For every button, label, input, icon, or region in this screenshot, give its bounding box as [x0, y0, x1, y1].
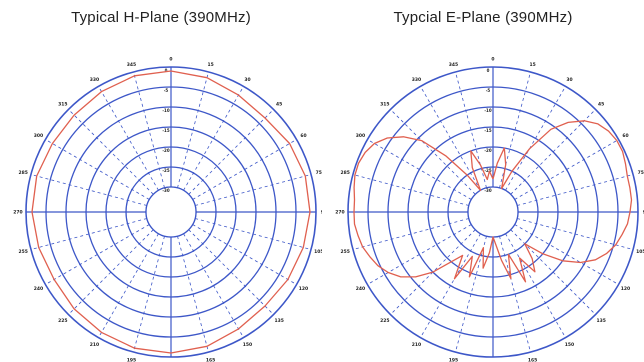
angle-tick-label: 120 — [299, 286, 308, 292]
radial-tick-label: -20 — [162, 148, 169, 153]
radial-tick-label: -20 — [484, 148, 491, 153]
angle-tick-label: 150 — [243, 342, 252, 348]
angle-tick-label: 75 — [638, 170, 644, 176]
angle-tick-label: 300 — [356, 133, 365, 139]
angle-tick-label: 255 — [19, 249, 28, 255]
angle-tick-label: 195 — [127, 357, 136, 362]
angle-tick-label: 135 — [274, 318, 283, 324]
radial-tick-label: -10 — [162, 108, 169, 113]
angle-tick-label: 45 — [276, 101, 282, 107]
radial-tick-label: -25 — [484, 168, 491, 173]
angle-tick-label: 105 — [636, 249, 644, 255]
radial-tick-label: -30 — [484, 188, 491, 193]
radial-tick-label: -15 — [484, 128, 491, 133]
ring-circle — [85, 126, 257, 298]
radial-tick-label: -5 — [486, 88, 491, 93]
angle-tick-label: 270 — [13, 210, 22, 216]
h-plane-polar-chart: 0 -5 -10 -15 -20 -25 -30 0 15 30 45 60 75 90 105 120 135… — [13, 57, 322, 362]
radial-tick-label: -5 — [164, 88, 169, 93]
angle-tick-label: 315 — [58, 101, 67, 107]
angle-tick-label: 315 — [380, 101, 389, 107]
radial-tick-label: 0 — [165, 68, 168, 73]
radial-tick-label: -10 — [484, 108, 491, 113]
angle-tick-label: 75 — [316, 170, 322, 176]
pattern-series-line — [353, 120, 633, 283]
angle-tick-label: 150 — [565, 342, 574, 348]
angle-tick-label: 165 — [528, 357, 537, 362]
angle-tick-label: 0 — [491, 57, 494, 63]
angle-tick-label: 60 — [300, 133, 306, 139]
angle-tick-label: 15 — [529, 62, 535, 68]
angle-tick-label: 30 — [244, 77, 250, 83]
angle-tick-label: 210 — [412, 342, 421, 348]
angle-tick-label: 195 — [449, 357, 458, 362]
inner-ring-circle — [467, 186, 519, 238]
angle-tick-label: 345 — [449, 62, 458, 68]
h-plane-panel: Typical H-Plane (390MHz) 0 -5 -10 -15 -20 -25… — [13, 9, 322, 362]
angle-tick-label: 90 — [643, 210, 644, 216]
radial-tick-label: -30 — [162, 188, 169, 193]
ring-circle — [447, 166, 539, 258]
angle-tick-label: 90 — [321, 210, 322, 216]
radial-tick-label: -25 — [162, 168, 169, 173]
angle-tick-label: 135 — [596, 318, 605, 324]
pattern-series-line — [31, 70, 311, 354]
angle-tick-label: 60 — [622, 133, 628, 139]
radial-tick-label: 0 — [487, 68, 490, 73]
ring-circle — [407, 126, 579, 298]
e-plane-title: Typcial E-Plane (390MHz) — [393, 9, 573, 26]
angle-tick-label: 105 — [314, 249, 322, 255]
angle-tick-label: 285 — [341, 170, 350, 176]
inner-ring-circle — [145, 186, 197, 238]
ring-circle — [65, 106, 277, 318]
ring-circle — [387, 106, 599, 318]
angle-tick-label: 45 — [598, 101, 604, 107]
angle-tick-label: 165 — [206, 357, 215, 362]
angle-tick-label: 285 — [19, 170, 28, 176]
angle-tick-label: 15 — [207, 62, 213, 68]
radial-tick-label: -15 — [162, 128, 169, 133]
angle-tick-label: 0 — [169, 57, 172, 63]
angle-tick-label: 255 — [341, 249, 350, 255]
ring-circle — [367, 86, 619, 338]
angle-tick-label: 30 — [566, 77, 572, 83]
angle-tick-label: 225 — [380, 318, 389, 324]
angle-tick-label: 240 — [356, 286, 365, 292]
angle-tick-label: 330 — [90, 77, 99, 83]
angle-tick-label: 240 — [34, 286, 43, 292]
ring-circle — [25, 66, 317, 358]
angle-tick-label: 270 — [335, 210, 344, 216]
ring-circle — [347, 66, 639, 358]
h-plane-title: Typical H-Plane (390MHz) — [71, 9, 251, 26]
angle-tick-label: 120 — [621, 286, 630, 292]
ring-circle — [125, 166, 217, 258]
ring-circle — [45, 86, 297, 338]
ring-circle — [427, 146, 559, 278]
e-plane-polar-chart: 0 -5 -10 -15 -20 -25 -30 0 15 30 45 60 75 90 105 120 135… — [335, 57, 644, 362]
angle-tick-label: 300 — [34, 133, 43, 139]
angle-tick-label: 225 — [58, 318, 67, 324]
angle-tick-label: 330 — [412, 77, 421, 83]
angle-tick-label: 210 — [90, 342, 99, 348]
angle-tick-label: 345 — [127, 62, 136, 68]
e-plane-panel: Typcial E-Plane (390MHz) 0 -5 -10 -15 -20 -25… — [322, 0, 644, 362]
ring-circle — [105, 146, 237, 278]
